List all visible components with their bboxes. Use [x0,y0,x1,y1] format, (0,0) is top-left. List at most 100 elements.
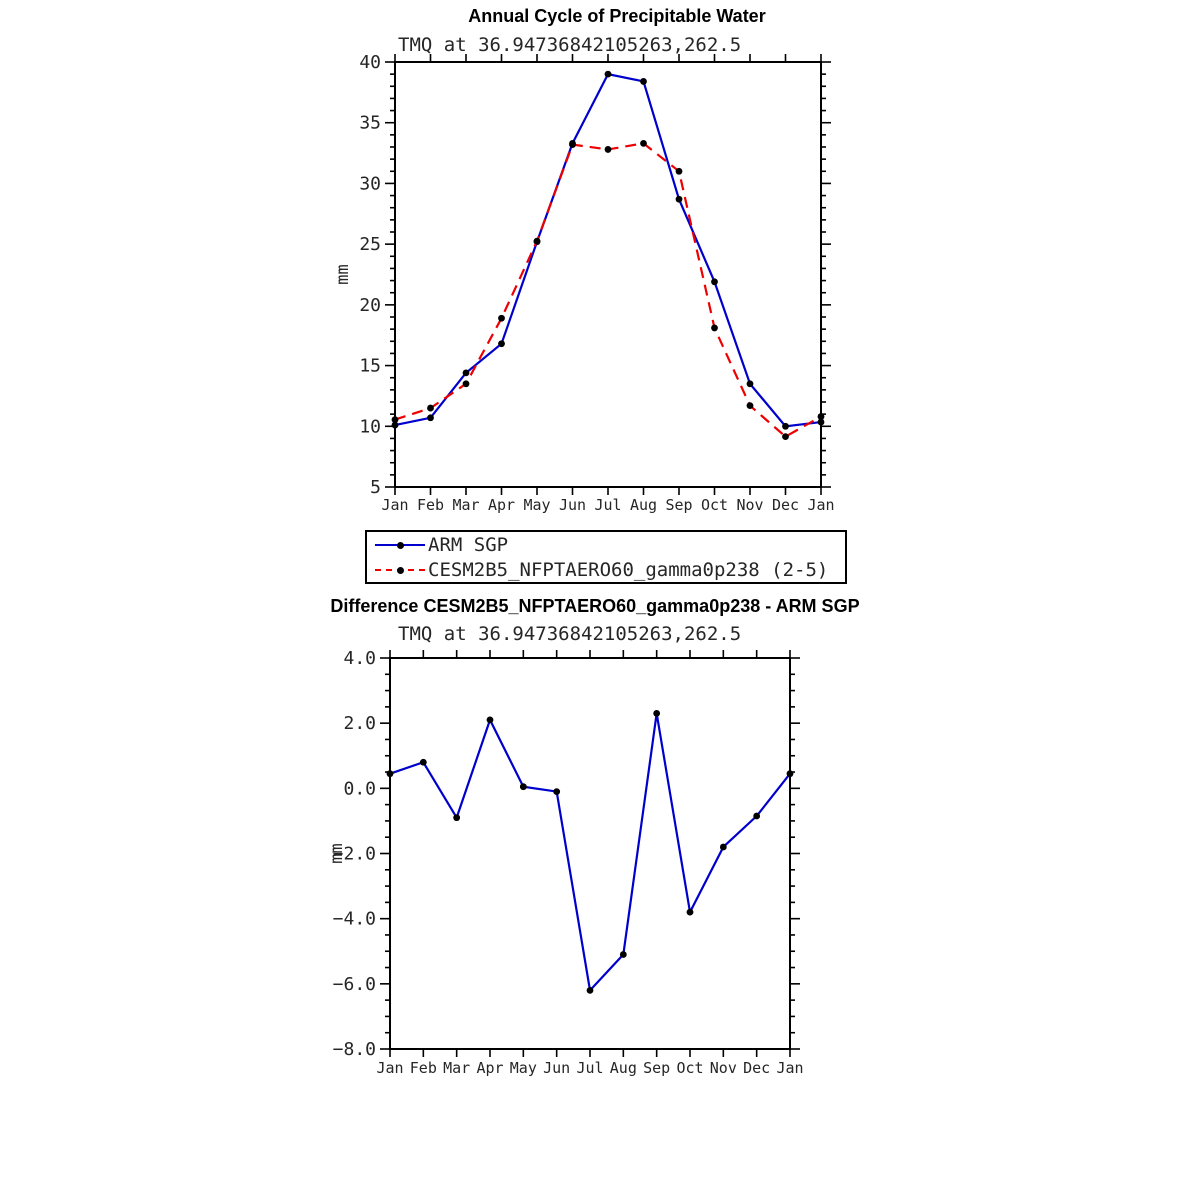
x-tick-label: Feb [410,1059,437,1077]
x-tick-label: Jun [559,496,586,514]
data-point-marker [675,195,683,203]
data-point-marker [782,422,789,430]
x-tick-label: Dec [772,496,799,514]
data-point-marker [604,70,612,78]
y-axis-label: mm [327,843,347,863]
x-tick-label: Sep [643,1059,670,1077]
data-point-marker [817,413,825,420]
legend-marker-dot [397,566,404,574]
data-point-marker [427,404,434,412]
x-tick-label: Nov [736,496,763,514]
y-tick-label: −4.0 [333,909,376,930]
x-tick-label: Oct [676,1059,703,1077]
series-line [394,72,822,428]
x-tick-label: Jan [776,1059,803,1077]
data-point-marker [746,380,754,388]
legend-item-label: ARM SGP [428,533,509,556]
legend-line-sample-dashed [375,564,425,576]
x-tick-label: May [510,1059,537,1077]
x-tick-label: Jan [381,496,408,514]
data-point-marker [753,812,761,820]
y-tick-label: 40 [359,52,381,73]
data-point-marker [553,788,561,795]
x-tick-label: Apr [488,496,515,514]
legend-item-arm-sgp: ARM SGP [367,532,845,557]
legend-item-label: CESM2B5_NFPTAERO60_gamma0p238 (2-5) [428,558,829,581]
y-axis-label: mm [333,264,353,284]
y-tick-label: 15 [359,356,381,377]
x-tick-label: Nov [710,1059,737,1077]
data-point-marker [462,369,470,377]
data-point-marker [604,146,612,153]
x-tick-label: Mar [443,1059,470,1077]
data-point-marker [719,843,727,851]
x-tick-label: Apr [476,1059,503,1077]
x-tick-label: Feb [417,496,444,514]
bottom-chart-title: Difference CESM2B5_NFPTAERO60_gamma0p238… [330,596,860,616]
x-tick-label: Jul [576,1059,603,1077]
x-tick-label: Jun [543,1059,570,1077]
x-tick-label: Jan [376,1059,403,1077]
y-tick-label: 35 [359,113,381,134]
data-point-marker [786,770,794,778]
data-point-marker [486,716,494,724]
x-tick-label: Jan [807,496,834,514]
y-tick-label: 25 [359,234,381,255]
data-point-marker [462,380,470,388]
y-tick-label: −8.0 [333,1039,376,1060]
top-chart-title: Annual Cycle of Precipitable Water [468,6,766,26]
y-tick-label: 0.0 [343,778,376,799]
data-point-marker [711,324,718,332]
y-tick-label: −2.0 [333,844,376,865]
legend-item-cesm2b5: CESM2B5_NFPTAERO60_gamma0p238 (2-5) [367,557,845,582]
data-point-marker [619,951,627,958]
data-point-marker [675,167,683,175]
x-tick-label: Sep [665,496,692,514]
legend-marker-dot [397,541,404,549]
data-point-marker [427,414,434,422]
data-point-marker [746,402,754,410]
legend-line-sample-solid [375,539,425,551]
data-point-marker [686,908,694,916]
series-line [389,713,791,993]
y-tick-label: 30 [359,173,381,194]
x-tick-label: Jul [594,496,621,514]
y-tick-label: 20 [359,295,381,316]
y-tick-label: −6.0 [333,974,376,995]
top-chart-subtitle: TMQ at 36.94736842105263,262.5 [398,34,742,56]
plot-frame [394,61,822,488]
x-tick-label: Aug [610,1059,637,1077]
bottom-chart-subtitle: TMQ at 36.94736842105263,262.5 [398,623,742,645]
data-point-marker [586,986,594,994]
data-point-marker [391,421,399,429]
x-tick-label: Oct [701,496,728,514]
y-tick-label: 2.0 [343,713,376,734]
data-point-marker [519,783,527,791]
data-point-marker [419,758,427,766]
data-point-marker [386,770,394,778]
x-tick-label: Mar [452,496,479,514]
bottom-chart-canvas: −8.0 −6.0 −4.0 −2.0 0.0 2.0 4.0 Jan Feb Mar Apr May… [327,648,804,1077]
x-tick-label: Aug [630,496,657,514]
data-point-marker [498,314,505,322]
data-point-marker [782,433,789,441]
data-point-marker [640,139,647,147]
y-tick-label: 10 [359,416,381,437]
y-tick-label: 5 [370,477,381,498]
data-point-marker [817,418,825,426]
data-point-marker [711,278,718,286]
x-tick-label: May [523,496,550,514]
y-tick-label: 4.0 [343,648,376,669]
data-point-marker [391,416,399,424]
data-point-marker [533,237,541,245]
data-point-marker [569,141,576,148]
data-point-marker [640,78,647,85]
legend: ARM SGP CESM2B5_NFPTAERO60_gamma0p238 (2… [365,530,847,584]
x-tick-label: Dec [743,1059,770,1077]
data-point-marker [498,340,505,348]
plot-frame [389,657,791,1050]
data-point-marker [653,709,661,717]
data-point-marker [453,814,461,822]
top-chart-canvas: 5 10 15 20 25 30 35 40 Jan Feb Mar Apr May Jun Jul Aug S… [333,52,835,514]
